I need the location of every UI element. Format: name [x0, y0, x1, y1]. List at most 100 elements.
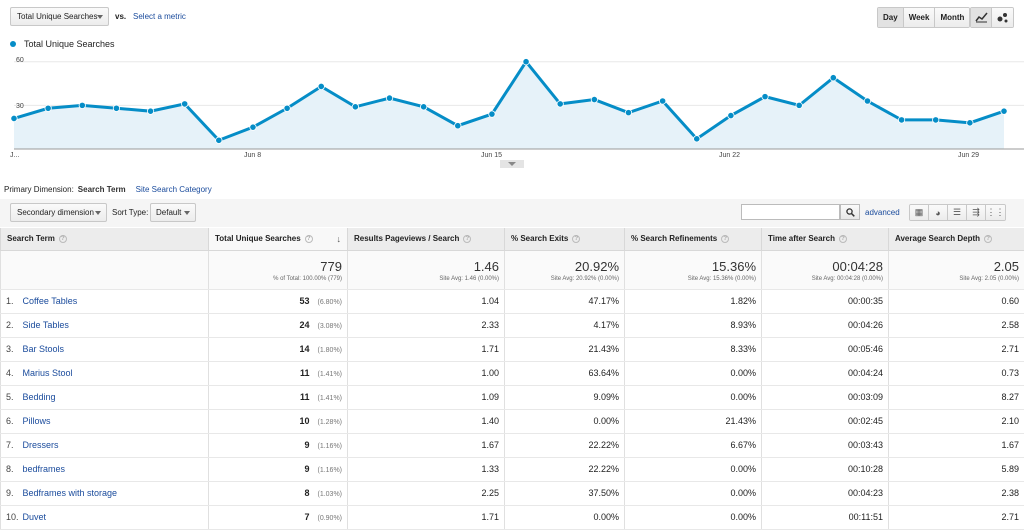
sort-type-select[interactable]: Default	[150, 203, 196, 222]
data-point[interactable]	[147, 108, 153, 114]
data-point[interactable]	[113, 105, 119, 111]
data-point[interactable]	[181, 101, 187, 107]
search-term-cell: 1. Coffee Tables	[1, 289, 209, 313]
exits-cell: 63.64%	[505, 361, 625, 385]
exits-cell: 4.17%	[505, 313, 625, 337]
table-view-toggle: ▦ ◕ ☰ ⇶ ⋮⋮	[909, 204, 1006, 221]
performance-icon[interactable]: ☰	[948, 205, 967, 220]
column-header-search-term[interactable]: Search Term?	[1, 228, 209, 250]
data-point[interactable]	[420, 104, 426, 110]
data-point[interactable]	[1001, 108, 1007, 114]
data-point[interactable]	[898, 117, 904, 123]
search-term-link[interactable]: Side Tables	[23, 320, 69, 330]
data-point[interactable]	[386, 95, 392, 101]
data-table-icon[interactable]: ▦	[910, 205, 929, 220]
search-term-link[interactable]: Coffee Tables	[23, 296, 78, 306]
search-term-cell: 5. Bedding	[1, 385, 209, 409]
data-point[interactable]	[796, 102, 802, 108]
data-point[interactable]	[79, 102, 85, 108]
rps-cell: 1.40	[348, 409, 505, 433]
table-search-input[interactable]	[741, 204, 840, 220]
data-point[interactable]	[216, 137, 222, 143]
help-icon[interactable]: ?	[463, 235, 471, 243]
data-point[interactable]	[45, 105, 51, 111]
column-header-search-exits[interactable]: % Search Exits?	[505, 228, 625, 250]
comparison-icon[interactable]: ⇶	[967, 205, 986, 220]
count-value: 8	[304, 488, 309, 498]
time-cell: 00:04:23	[762, 481, 889, 505]
data-point[interactable]	[284, 105, 290, 111]
data-point[interactable]	[489, 111, 495, 117]
exits-cell: 0.00%	[505, 505, 625, 529]
help-icon[interactable]: ?	[305, 235, 313, 243]
rps-cell: 2.33	[348, 313, 505, 337]
unique-searches-cell: 10 (1.28%)	[209, 409, 348, 433]
column-header-average-search-depth[interactable]: Average Search Depth?	[889, 228, 1024, 250]
search-term-link[interactable]: Dressers	[23, 440, 59, 450]
rps-cell: 1.09	[348, 385, 505, 409]
total-value: 779	[214, 259, 342, 274]
refinements-cell: 0.00%	[625, 361, 762, 385]
refinements-cell: 8.33%	[625, 337, 762, 361]
data-point[interactable]	[455, 123, 461, 129]
data-point[interactable]	[830, 75, 836, 81]
advanced-link[interactable]: advanced	[865, 208, 900, 217]
search-term-cell: 2. Side Tables	[1, 313, 209, 337]
depth-cell: 2.58	[889, 313, 1024, 337]
data-point[interactable]	[591, 96, 597, 102]
search-term-link[interactable]: Bedding	[23, 392, 56, 402]
data-point[interactable]	[625, 109, 631, 115]
data-point[interactable]	[352, 104, 358, 110]
search-term-link[interactable]: Marius Stool	[23, 368, 73, 378]
sort-type-label: Sort Type:	[112, 208, 148, 217]
search-term-link[interactable]: Bar Stools	[23, 344, 65, 354]
help-icon[interactable]: ?	[59, 235, 67, 243]
column-header-results-pageviews[interactable]: Results Pageviews / Search?	[348, 228, 505, 250]
row-number: 4.	[6, 368, 20, 378]
pivot-icon[interactable]: ⋮⋮	[986, 205, 1005, 220]
data-point[interactable]	[933, 117, 939, 123]
help-icon[interactable]: ?	[984, 235, 992, 243]
rps-cell: 1.04	[348, 289, 505, 313]
column-header-total-unique-searches[interactable]: Total Unique Searches?↓	[209, 228, 348, 250]
help-icon[interactable]: ?	[839, 235, 847, 243]
total-value: 1.46	[353, 259, 499, 274]
data-point[interactable]	[557, 101, 563, 107]
help-icon[interactable]: ?	[572, 235, 580, 243]
data-point[interactable]	[762, 93, 768, 99]
data-point[interactable]	[864, 98, 870, 104]
data-point[interactable]	[659, 98, 665, 104]
search-term-link[interactable]: Pillows	[23, 416, 51, 426]
primary-dimension-bar: Primary Dimension: Search Term Site Sear…	[4, 185, 212, 194]
secondary-dimension-select[interactable]: Secondary dimension	[10, 203, 107, 222]
data-point[interactable]	[11, 115, 17, 121]
pie-chart-icon[interactable]: ◕	[929, 205, 948, 220]
chart-area: Total Unique Searches vs. Select a metri…	[0, 0, 1024, 175]
search-button[interactable]	[840, 204, 860, 220]
help-icon[interactable]: ?	[721, 235, 729, 243]
total-sub: Site Avg: 00:04:28 (0.00%)	[767, 276, 883, 282]
percent-value: (1.16%)	[312, 467, 342, 474]
column-header-search-refinements[interactable]: % Search Refinements?	[625, 228, 762, 250]
data-point[interactable]	[318, 83, 324, 89]
search-term-link[interactable]: Duvet	[23, 512, 47, 522]
refinements-cell: 6.67%	[625, 433, 762, 457]
rps-cell: 1.67	[348, 433, 505, 457]
search-term-link[interactable]: bedframes	[23, 464, 66, 474]
count-value: 9	[304, 440, 309, 450]
data-point[interactable]	[250, 124, 256, 130]
data-point[interactable]	[728, 112, 734, 118]
refinements-cell: 21.43%	[625, 409, 762, 433]
totals-cell: 20.92%Site Avg: 20.92% (0.00%)	[505, 250, 625, 289]
data-point[interactable]	[967, 120, 973, 126]
data-point[interactable]	[694, 136, 700, 142]
data-point[interactable]	[523, 59, 529, 65]
site-search-category-link[interactable]: Site Search Category	[136, 185, 212, 194]
unique-searches-cell: 7 (0.90%)	[209, 505, 348, 529]
exits-cell: 0.00%	[505, 409, 625, 433]
search-term-link[interactable]: Bedframes with storage	[23, 488, 118, 498]
column-header-time-after-search[interactable]: Time after Search?	[762, 228, 889, 250]
